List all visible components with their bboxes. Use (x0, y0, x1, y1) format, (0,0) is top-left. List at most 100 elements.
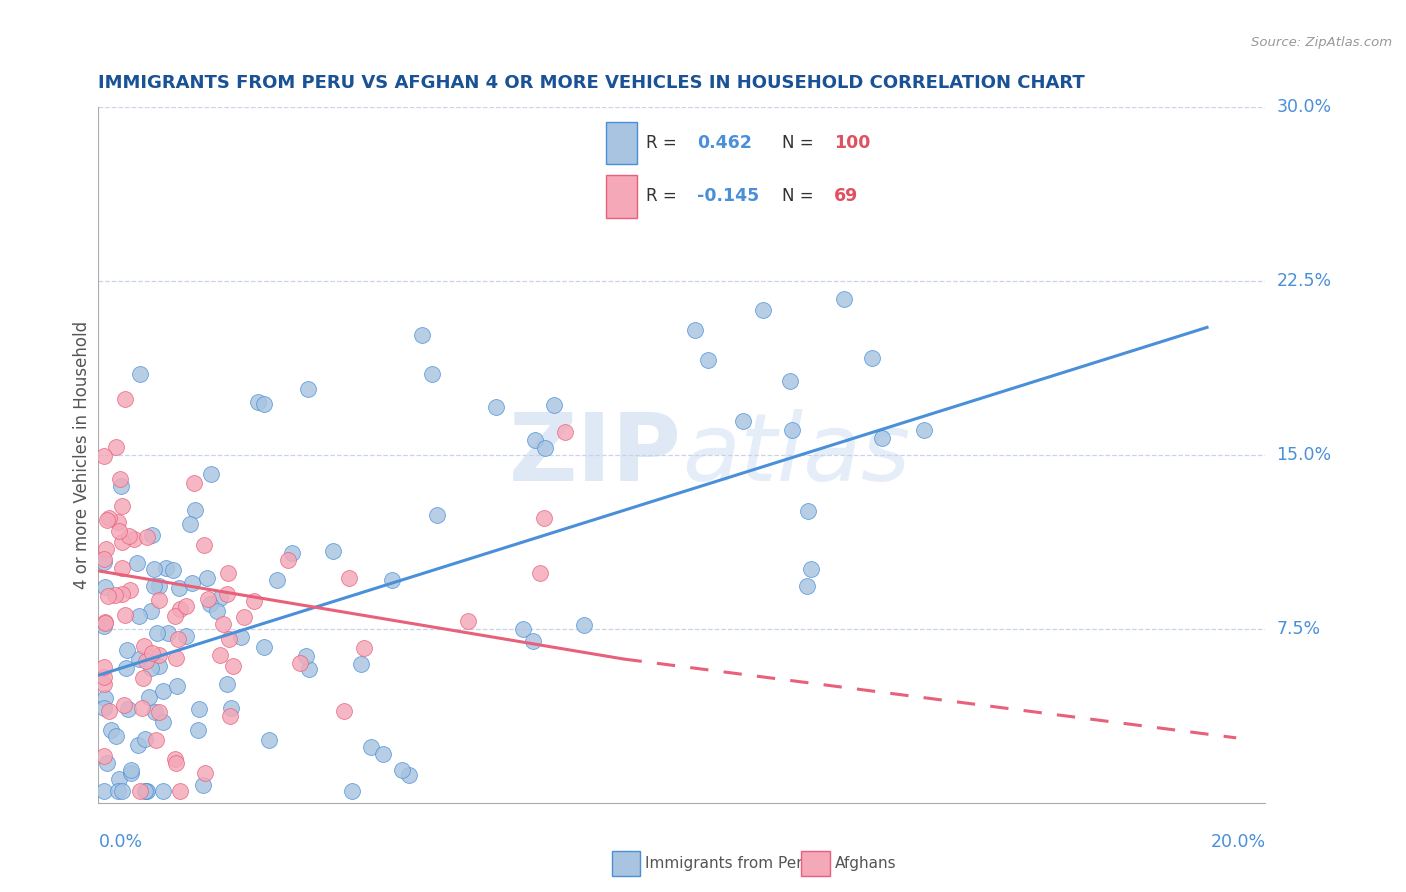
Point (219, 708, 242, 723)
Point (111, 587, 134, 601)
Point (350, 657, 373, 672)
Point (398, 768, 420, 782)
Point (128, 609, 150, 624)
Point (120, 765, 142, 780)
Point (197, 591, 219, 606)
Text: 30.0%: 30.0% (1277, 98, 1331, 116)
Point (217, 566, 239, 581)
Point (191, 778, 214, 792)
Point (93, 701, 115, 715)
Point (96, 513, 118, 527)
Point (796, 579, 818, 593)
Point (233, 610, 256, 624)
Point (115, 642, 138, 657)
Point (342, 784, 364, 798)
Text: 20.0%: 20.0% (1211, 833, 1265, 851)
Point (322, 543, 344, 558)
Point (131, 701, 153, 715)
Point (134, 784, 156, 798)
Point (141, 661, 163, 675)
Point (533, 511, 555, 525)
Point (731, 414, 754, 428)
Point (132, 639, 155, 653)
Point (169, 602, 191, 616)
Point (162, 563, 184, 577)
Point (176, 629, 198, 643)
Point (94, 691, 117, 706)
Point (94, 580, 117, 594)
Point (229, 630, 252, 644)
Point (143, 561, 166, 575)
Point (165, 608, 187, 623)
Point (110, 534, 132, 549)
Point (135, 784, 157, 798)
Point (181, 576, 204, 591)
Point (111, 499, 134, 513)
Point (152, 715, 174, 730)
Point (752, 303, 775, 318)
Point (832, 292, 855, 306)
Point (165, 651, 187, 665)
Point (174, 599, 197, 613)
Point (148, 579, 170, 593)
Point (166, 679, 188, 693)
Point (485, 400, 508, 414)
Point (93, 619, 115, 633)
Point (110, 479, 132, 493)
Point (104, 588, 127, 602)
Point (94, 616, 117, 631)
Point (128, 652, 150, 666)
Point (183, 475, 205, 490)
Point (167, 581, 190, 595)
Point (200, 467, 222, 481)
Point (360, 740, 382, 755)
Point (120, 763, 142, 777)
Point (184, 503, 207, 517)
Point (148, 705, 170, 719)
Point (93, 676, 115, 690)
Point (169, 784, 191, 798)
Point (129, 784, 152, 798)
Point (125, 557, 148, 571)
Point (697, 352, 720, 367)
Text: 15.0%: 15.0% (1277, 446, 1331, 464)
Point (252, 640, 274, 655)
Point (411, 328, 433, 343)
Point (112, 698, 135, 712)
Text: ZIP: ZIP (509, 409, 682, 501)
Point (337, 571, 360, 585)
Point (93, 749, 115, 764)
Point (529, 566, 551, 580)
Point (187, 723, 209, 737)
Point (870, 431, 893, 445)
Point (156, 626, 179, 640)
Point (381, 573, 404, 587)
Point (288, 656, 311, 670)
Point (143, 705, 166, 719)
Point (683, 323, 706, 337)
Point (146, 626, 169, 640)
Point (93, 670, 115, 684)
Point (524, 433, 547, 447)
Point (543, 399, 565, 413)
Point (120, 583, 142, 598)
Point (333, 704, 356, 718)
Point (145, 732, 167, 747)
Point (457, 614, 479, 628)
Point (165, 756, 187, 770)
Point (148, 648, 170, 663)
Text: Source: ZipAtlas.com: Source: ZipAtlas.com (1251, 36, 1392, 49)
Point (572, 617, 595, 632)
Point (208, 591, 231, 606)
Point (152, 684, 174, 698)
Point (134, 732, 156, 747)
Point (93, 660, 115, 674)
Point (422, 367, 444, 381)
Point (219, 701, 242, 715)
Point (266, 573, 288, 587)
Text: Afghans: Afghans (835, 856, 897, 871)
Point (93, 784, 115, 798)
Point (108, 524, 131, 539)
Point (298, 661, 321, 675)
Point (136, 784, 159, 798)
